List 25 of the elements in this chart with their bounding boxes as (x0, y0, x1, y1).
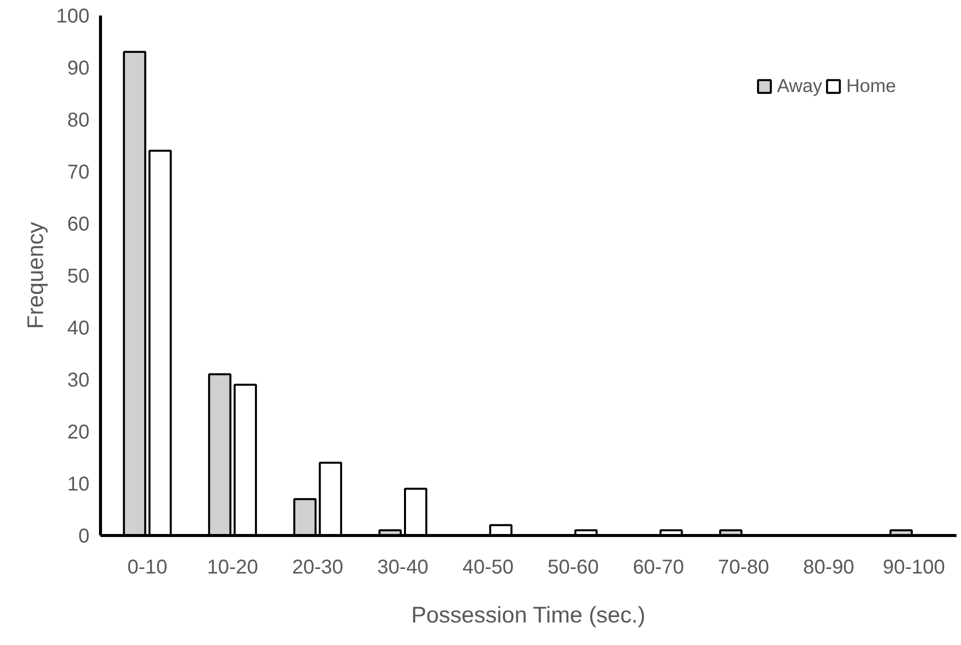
y-tick-label: 90 (67, 58, 90, 80)
y-tick-label: 20 (67, 422, 90, 444)
y-tick-label: 70 (67, 162, 90, 184)
x-tick-label: 20-30 (292, 556, 344, 578)
y-tick-label: 0 (78, 526, 90, 548)
y-tick-label: 10 (67, 474, 90, 496)
x-tick-label: 70-80 (718, 556, 770, 578)
y-tick-label: 50 (67, 266, 90, 288)
legend-label: Away (776, 75, 822, 97)
x-tick-label: 50-60 (548, 556, 599, 578)
y-tick-label: 60 (67, 214, 90, 236)
x-tick-label: 10-20 (206, 556, 258, 578)
y-tick-label: 100 (56, 6, 90, 28)
y-tick-label: 40 (67, 318, 90, 340)
x-tick-label: 90-100 (882, 556, 946, 578)
y-tick-label: 30 (67, 370, 90, 392)
legend-label: Home (846, 75, 896, 97)
y-axis-title: Frequency (22, 221, 48, 330)
x-tick-label: 40-50 (462, 556, 514, 578)
x-tick-label: 80-90 (803, 556, 854, 578)
x-tick-label: 0-10 (127, 556, 168, 578)
x-axis-title: Possession Time (sec.) (411, 602, 646, 628)
y-tick-label: 80 (67, 110, 90, 132)
x-tick-label: 60-70 (632, 556, 684, 578)
x-tick-label: 30-40 (377, 556, 428, 578)
